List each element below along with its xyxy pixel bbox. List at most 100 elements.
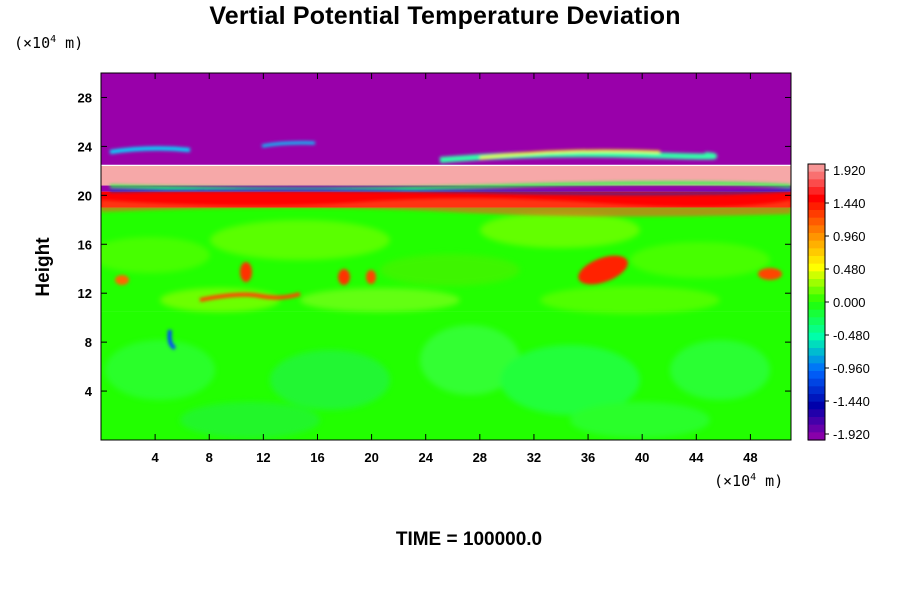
x-tick-label: 4	[152, 450, 160, 465]
texture-blob	[480, 212, 640, 248]
colorbar-swatch	[808, 417, 825, 426]
y-unit-exponent: 4	[50, 34, 57, 45]
cold-streak	[167, 329, 176, 350]
warm-blob	[338, 269, 350, 285]
x-tick-label: 40	[635, 450, 649, 465]
texture-blob	[180, 402, 320, 438]
colorbar-swatch	[808, 210, 825, 219]
colorbar: 1.920 1.440 0.960 0.480 0.000 -0.480 -0.960 -1.…	[807, 163, 870, 442]
colorbar-swatch	[808, 332, 825, 341]
warm-feature-group	[101, 198, 791, 350]
y-axis-ticks: 4 8 12 16 20 24 28	[78, 90, 791, 399]
y-tick-20: 20	[78, 188, 791, 203]
x-tick-label: 44	[689, 450, 704, 465]
colorbar-swatch	[808, 279, 825, 288]
field-layer-1	[101, 165, 791, 186]
colorbar-swatch	[808, 378, 825, 387]
y-tick-28: 28	[78, 90, 791, 105]
colorbar-swatch	[808, 171, 825, 180]
colorbar-swatch	[808, 409, 825, 418]
plot-frame	[100, 72, 792, 441]
x-tick-12: 12	[256, 73, 271, 465]
colorbar-swatch	[808, 187, 825, 196]
colorbar-swatch	[808, 225, 825, 234]
x-tick-label: 28	[473, 450, 487, 465]
warm-band	[101, 198, 791, 217]
colorbar-swatch	[808, 325, 825, 334]
x-tick-label: 24	[418, 450, 433, 465]
upper-streak	[261, 141, 316, 148]
x-tick-48: 48	[743, 73, 758, 465]
x-tick-label: 32	[527, 450, 541, 465]
x-tick-20: 20	[364, 73, 379, 465]
y-tick-4: 4	[85, 384, 791, 399]
upper-feature-group	[109, 141, 791, 195]
warm-blob	[578, 255, 628, 285]
y-axis-unit: (×104 m)	[14, 34, 83, 52]
lower-layer-texture	[105, 325, 770, 438]
colorbar-swatch	[808, 309, 825, 318]
y-tick-label: 28	[78, 90, 92, 105]
x-tick-40: 40	[635, 73, 649, 465]
time-readout: TIME = 100000.0	[395, 529, 543, 550]
x-tick-16: 16	[310, 73, 325, 465]
texture-blob	[500, 345, 640, 415]
colorbar-label: -0.960	[833, 361, 870, 376]
y-unit-prefix: (×10	[14, 34, 51, 52]
mid-layer-texture	[101, 212, 770, 314]
colorbar-label: -1.440	[833, 394, 870, 409]
y-unit-suffix: m)	[56, 34, 84, 52]
colorbar-swatch	[808, 317, 825, 326]
x-tick-label: 36	[581, 450, 595, 465]
y-tick-24: 24	[78, 139, 791, 154]
warm-blob	[115, 275, 129, 285]
y-tick-16: 16	[78, 237, 791, 252]
x-tick-36: 36	[581, 73, 595, 465]
x-axis-ticks: 4 8 12 16 20 24 28 32 36 40 44 48	[152, 73, 758, 465]
x-tick-28: 28	[473, 73, 487, 465]
texture-blob	[270, 350, 390, 410]
colorbar-label: -1.920	[833, 427, 870, 442]
colorbar-swatch	[808, 217, 825, 226]
colorbar-swatch	[808, 248, 825, 257]
colorbar-swatch	[808, 233, 825, 242]
colorbar-swatch	[808, 424, 825, 433]
boundary-streak	[109, 181, 791, 191]
colorbar-label: 0.480	[833, 262, 866, 277]
colorbar-swatch	[808, 294, 825, 303]
colorbar-swatch	[808, 164, 825, 173]
x-tick-label: 8	[206, 450, 213, 465]
y-tick-label: 8	[85, 335, 92, 350]
warm-blob	[758, 268, 782, 280]
y-tick-label: 20	[78, 188, 92, 203]
x-tick-label: 48	[743, 450, 757, 465]
boundary-streak	[109, 188, 791, 195]
x-tick-44: 44	[689, 73, 704, 465]
chart-title: Vertial Potential Temperature Deviation	[209, 2, 681, 30]
colorbar-swatch	[808, 371, 825, 380]
warm-streak	[199, 292, 301, 302]
colorbar-label: 1.920	[833, 163, 866, 178]
colorbar-swatch	[808, 256, 825, 265]
colorbar-label: 1.440	[833, 196, 866, 211]
texture-blob	[105, 340, 215, 400]
colorbar-swatch	[808, 271, 825, 280]
texture-blob	[101, 237, 210, 273]
colorbar-label: 0.000	[833, 295, 866, 310]
texture-blob	[630, 242, 770, 278]
texture-blob	[420, 325, 520, 395]
upper-streak	[109, 146, 191, 154]
heatmap-features	[101, 141, 791, 438]
x-tick-8: 8	[206, 73, 213, 465]
y-tick-12: 12	[78, 286, 791, 301]
x-tick-label: 12	[256, 450, 270, 465]
x-unit-prefix: (×10	[714, 472, 751, 490]
texture-blob	[160, 288, 280, 312]
x-tick-24: 24	[418, 73, 434, 465]
colorbar-swatch	[808, 240, 825, 249]
colorbar-swatch	[808, 355, 825, 364]
colorbar-swatch	[808, 401, 825, 410]
colorbar-label: 0.960	[833, 229, 866, 244]
colorbar-swatch	[808, 348, 825, 357]
